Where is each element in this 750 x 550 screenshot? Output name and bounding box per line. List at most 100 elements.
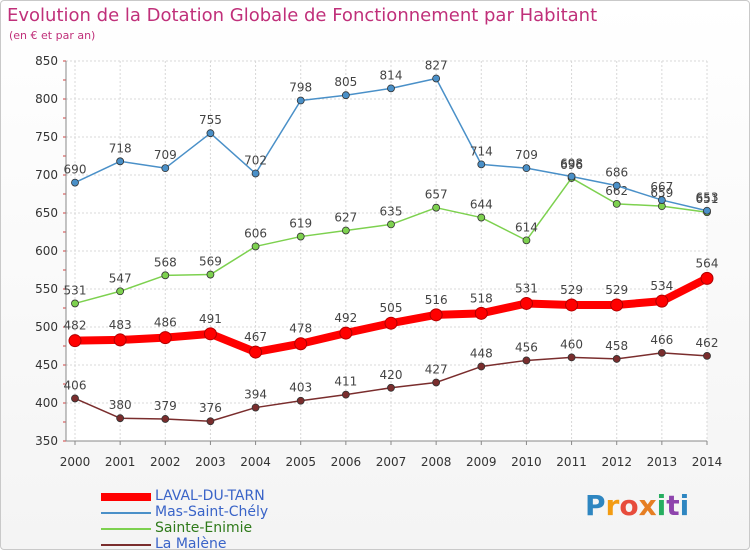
- data-label: 569: [199, 255, 222, 269]
- data-label: 755: [199, 113, 222, 127]
- data-label: 814: [380, 68, 403, 82]
- legend-label: Mas-Saint-Chély: [155, 504, 269, 520]
- data-point: [71, 178, 79, 187]
- data-point: [565, 298, 579, 312]
- data-point: [203, 327, 217, 341]
- data-label: 448: [470, 347, 493, 361]
- data-point: [251, 242, 260, 251]
- data-label: 406: [64, 378, 87, 392]
- data-point: [116, 414, 125, 423]
- chart-title: Evolution de la Dotation Globale de Fonc…: [7, 5, 598, 26]
- x-tick-label: 2007: [376, 455, 407, 469]
- y-tick-label: 450: [35, 358, 58, 372]
- data-label: 394: [244, 388, 267, 402]
- x-tick-label: 2000: [60, 455, 91, 469]
- data-label: 529: [605, 283, 628, 297]
- data-label: 491: [199, 312, 222, 326]
- logo-letter: o: [619, 489, 639, 522]
- data-point: [567, 172, 576, 181]
- data-point: [612, 355, 621, 363]
- data-label: 805: [334, 75, 357, 89]
- data-label: 702: [244, 153, 267, 167]
- legend-label: LAVAL-DU-TARN: [155, 488, 265, 504]
- chart-subtitle: (en € et par an): [9, 29, 96, 42]
- data-point: [116, 287, 125, 296]
- x-tick-label: 2002: [150, 455, 181, 469]
- data-label: 690: [64, 163, 87, 177]
- data-point: [206, 270, 215, 279]
- data-label: 564: [696, 256, 719, 270]
- y-tick-label: 600: [35, 244, 58, 258]
- logo-letter: i: [679, 489, 690, 522]
- data-label: 458: [605, 339, 628, 353]
- data-point: [249, 345, 263, 359]
- x-tick-label: 2003: [195, 455, 226, 469]
- logo-letter: x: [638, 489, 657, 522]
- data-point: [158, 331, 172, 345]
- data-point: [294, 337, 308, 351]
- data-point: [251, 403, 260, 412]
- legend-label: La Malène: [155, 536, 227, 550]
- data-label: 460: [560, 337, 583, 351]
- data-point: [71, 299, 79, 308]
- data-label: 635: [380, 204, 403, 218]
- data-point: [700, 271, 714, 285]
- data-point: [71, 394, 79, 403]
- data-label: 380: [109, 398, 132, 412]
- data-point: [432, 203, 441, 212]
- data-label: 462: [696, 336, 719, 350]
- data-point: [206, 129, 215, 138]
- data-label: 709: [515, 148, 538, 162]
- y-tick-label: 500: [35, 320, 58, 334]
- data-point: [429, 308, 443, 322]
- data-label: 478: [289, 322, 312, 336]
- data-label: 376: [199, 401, 222, 415]
- data-point: [522, 236, 531, 245]
- data-point: [567, 353, 576, 362]
- x-tick-label: 2009: [466, 455, 497, 469]
- data-point: [387, 220, 395, 229]
- data-point: [477, 213, 486, 222]
- data-point: [251, 169, 260, 178]
- data-label: 529: [560, 283, 583, 297]
- legend-swatch: [101, 493, 151, 501]
- data-point: [519, 296, 533, 310]
- data-label: 467: [244, 330, 267, 344]
- data-label: 486: [154, 316, 177, 330]
- data-point: [703, 351, 711, 360]
- data-label: 379: [154, 399, 177, 413]
- y-tick-label: 700: [35, 168, 58, 182]
- data-label: 420: [380, 368, 403, 382]
- x-tick-label: 2001: [105, 455, 136, 469]
- x-tick-label: 2005: [285, 455, 316, 469]
- data-label: 651: [696, 192, 719, 206]
- data-point: [522, 164, 531, 173]
- data-point: [384, 316, 398, 330]
- data-label: 659: [650, 186, 673, 200]
- data-label: 427: [425, 362, 448, 376]
- y-tick-label: 400: [35, 396, 58, 410]
- data-label: 644: [470, 198, 493, 212]
- data-label: 531: [64, 283, 87, 297]
- data-point: [161, 415, 170, 423]
- logo-letter: t: [666, 489, 680, 522]
- data-point: [161, 271, 170, 280]
- data-label: 534: [650, 279, 673, 293]
- data-point: [206, 417, 215, 426]
- data-point: [612, 199, 621, 208]
- data-label: 606: [244, 226, 267, 240]
- data-point: [610, 298, 624, 312]
- y-tick-label: 650: [35, 206, 58, 220]
- data-point: [296, 96, 305, 105]
- y-tick-label: 550: [35, 282, 58, 296]
- data-label: 492: [334, 311, 357, 325]
- data-point: [387, 383, 395, 392]
- x-tick-label: 2012: [601, 455, 632, 469]
- logo-letter: r: [605, 489, 620, 522]
- x-tick-label: 2008: [421, 455, 452, 469]
- data-point: [68, 334, 82, 348]
- x-tick-label: 2014: [692, 455, 723, 469]
- data-point: [612, 181, 621, 190]
- data-point: [657, 348, 666, 357]
